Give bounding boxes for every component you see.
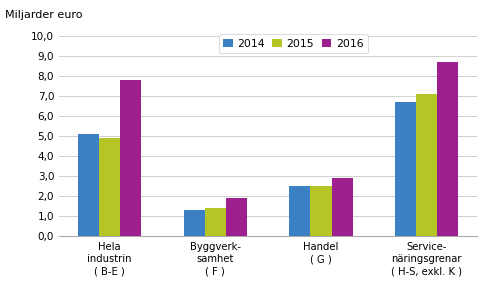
Bar [205,208,226,236]
Legend: 2014, 2015, 2016: 2014, 2015, 2016 [219,34,368,53]
Bar [78,134,99,236]
Bar [289,186,310,236]
Bar [184,210,205,236]
Bar [416,94,437,236]
Bar [437,62,458,236]
Bar [226,198,247,236]
Text: Miljarder euro: Miljarder euro [5,10,82,20]
Bar [310,186,332,236]
Bar [120,80,141,236]
Bar [332,178,353,236]
Bar [99,138,120,236]
Bar [395,102,416,236]
